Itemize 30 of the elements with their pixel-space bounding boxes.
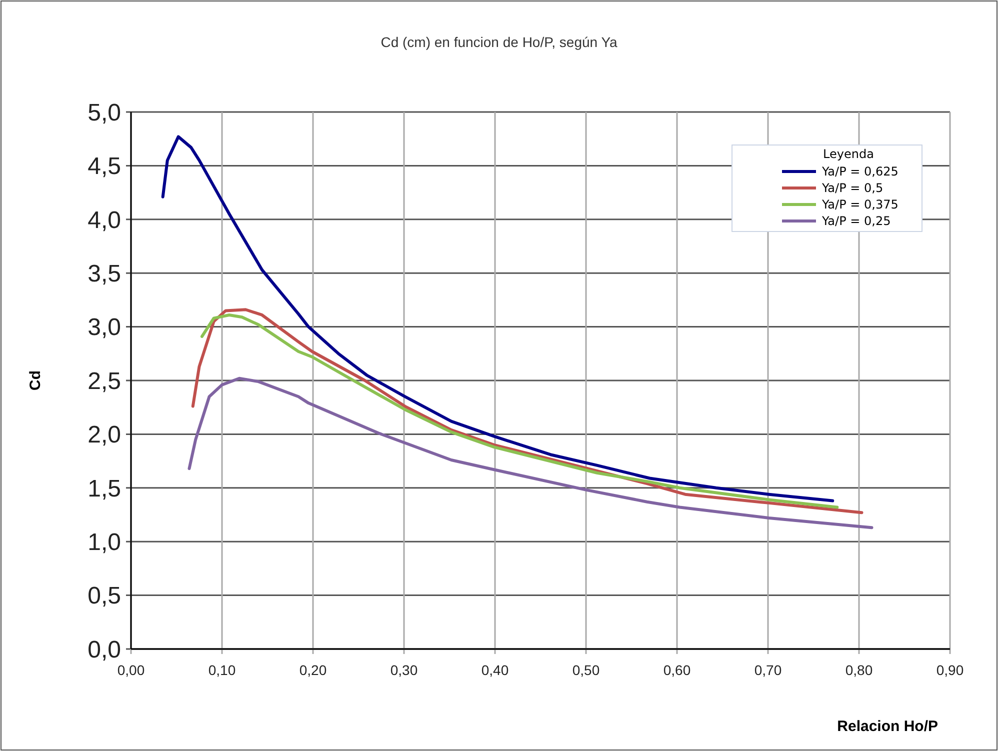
legend-label: Ya/P = 0,375: [821, 198, 898, 212]
y-tick-label: 5,0: [88, 99, 121, 126]
legend-label: Ya/P = 0,5: [821, 181, 884, 195]
y-tick-label: 2,0: [88, 422, 121, 449]
y-tick-label: 1,5: [88, 475, 121, 502]
x-tick-label: 0,10: [208, 662, 236, 678]
y-tick-label: 0,0: [88, 636, 121, 664]
legend-title: Leyenda: [823, 147, 874, 161]
y-tick-label: 0,5: [88, 582, 121, 610]
line-series: [188, 376, 874, 530]
x-tick-label: 0,40: [481, 662, 509, 678]
x-tick-label: 0,80: [845, 662, 873, 678]
chart-title: Cd (cm) en funcion de Ho/P, según Ya: [380, 34, 618, 50]
x-tick-label: 0,30: [390, 662, 418, 678]
x-tick-label: 0,90: [936, 662, 964, 678]
y-tick-label: 1,0: [88, 529, 121, 556]
legend-label: Ya/P = 0,25: [821, 214, 891, 228]
y-tick-label: 3,5: [88, 260, 121, 288]
x-tick-label: 0,00: [117, 662, 145, 678]
legend-label: Ya/P = 0,625: [821, 164, 898, 178]
x-tick-label: 0,50: [572, 662, 600, 678]
y-tick-label: 3,0: [88, 314, 121, 342]
y-tick-label: 4,0: [88, 206, 121, 234]
y-tick-label: 4,5: [88, 153, 121, 180]
y-axis-title: Cd: [27, 370, 44, 390]
x-axis-title: Relacion Ho/P: [837, 718, 938, 735]
x-tick-label: 0,70: [754, 662, 782, 678]
y-tick-label: 2,5: [88, 368, 121, 395]
x-tick-label: 0,20: [299, 662, 327, 678]
x-tick-label: 0,60: [663, 662, 691, 678]
